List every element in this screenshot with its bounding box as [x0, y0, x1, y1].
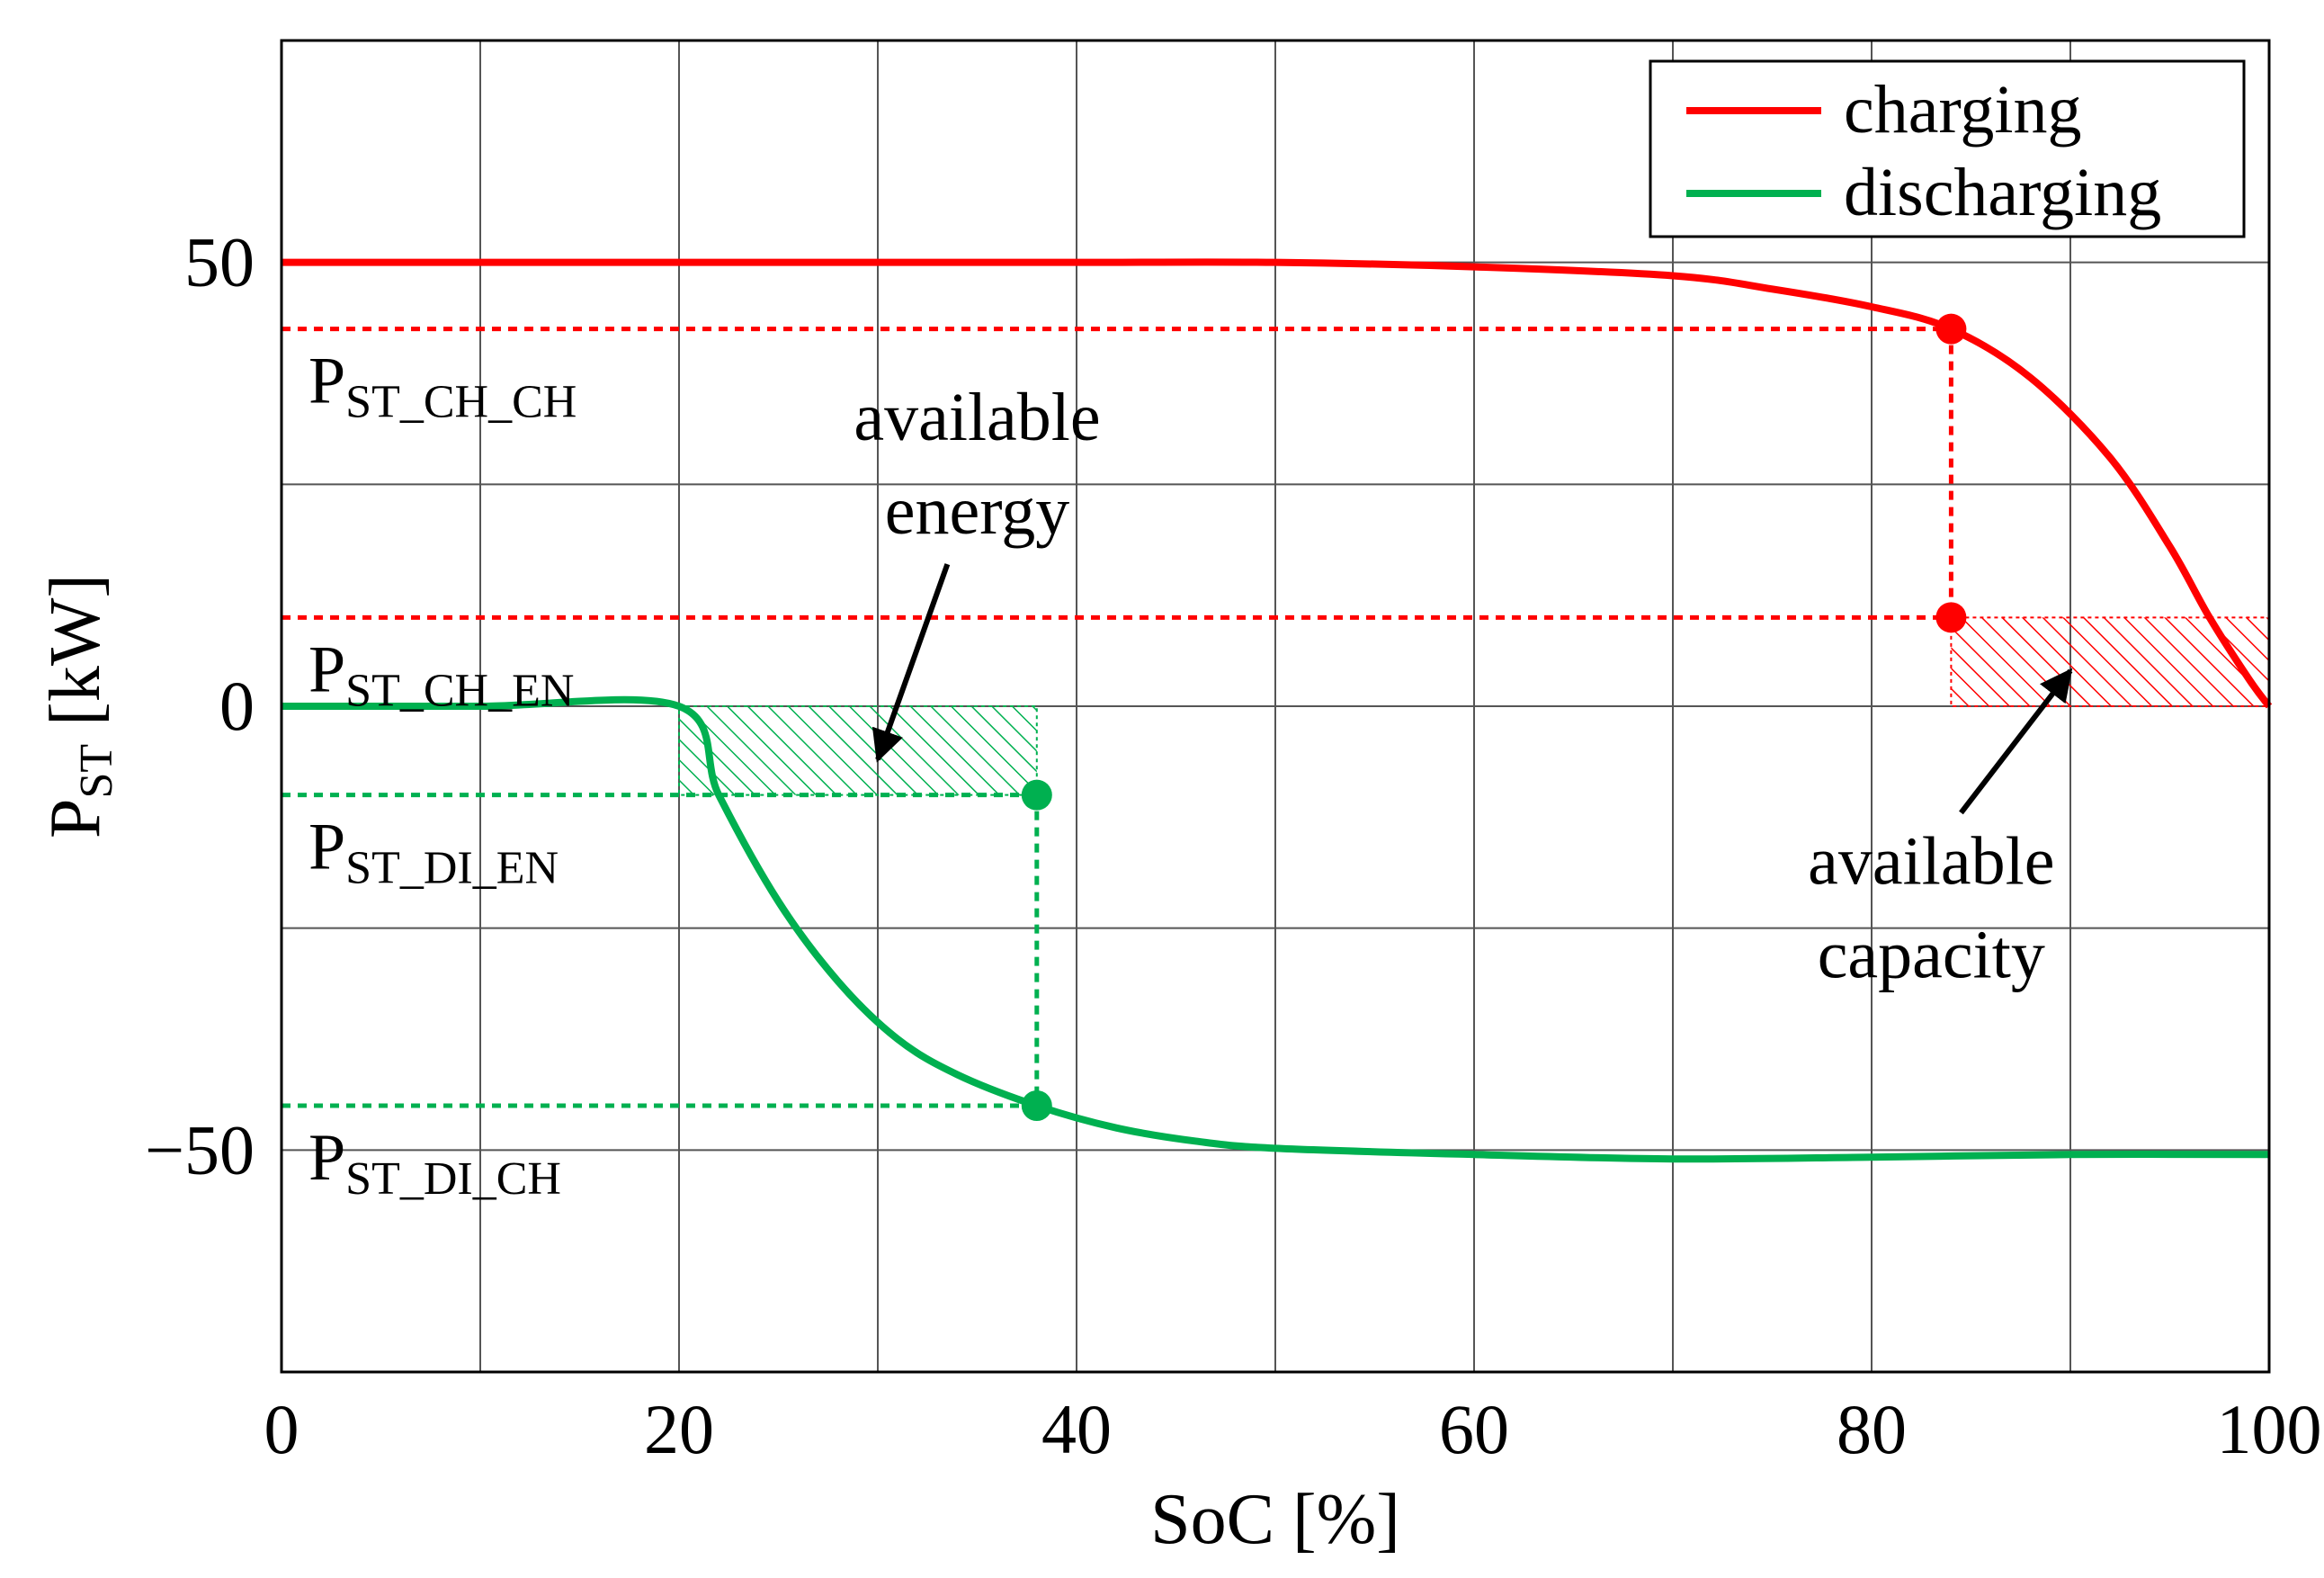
data-marker: [1935, 602, 1967, 633]
legend: charging discharging: [1649, 59, 2246, 238]
available-energy-region: [678, 705, 1038, 796]
reference-label-sub: ST_CH_CH: [345, 377, 577, 428]
y-tick-label: 50: [184, 223, 255, 301]
annotation-text: available energy: [854, 380, 1100, 549]
reference-label: PST_CH_EN: [308, 632, 574, 716]
series-line-charging: [282, 258, 2273, 709]
series-line-discharging: [281, 695, 2270, 1163]
reference-label: PST_DI_CH: [308, 1121, 561, 1205]
annotation-line: available: [1808, 823, 2054, 899]
reference-label-main: P: [308, 811, 345, 884]
y-axis-title-unit: [kW]: [36, 574, 115, 744]
reference-lines: [282, 327, 1953, 1108]
plot-frame: [280, 39, 2271, 1374]
x-tick-label: 40: [1041, 1390, 1112, 1468]
reference-label-sub: ST_CH_EN: [345, 665, 574, 716]
x-tick-label: 100: [2217, 1390, 2322, 1468]
y-tick-label: 0: [219, 667, 255, 745]
markers: [1021, 313, 1967, 1121]
tick-labels: 0 20 40 60 80 100 50 0 −50: [145, 223, 2322, 1468]
data-marker: [1021, 1090, 1052, 1121]
y-axis-title-main: P: [36, 798, 115, 838]
y-tick-label: −50: [145, 1110, 255, 1188]
annotation-text: available capacity: [1808, 823, 2054, 992]
annotations: available energy available capacity: [854, 380, 2073, 992]
reference-label-sub: ST_DI_CH: [345, 1153, 561, 1205]
reference-label-main: P: [308, 1121, 345, 1195]
legend-label-charging: charging: [1844, 72, 2082, 148]
x-tick-label: 0: [264, 1390, 299, 1468]
annotation-line: capacity: [1818, 917, 2045, 992]
annotation-arrow: [872, 563, 951, 763]
data-marker: [1021, 779, 1052, 811]
reference-label-main: P: [308, 345, 345, 418]
x-tick-label: 60: [1439, 1390, 1509, 1468]
reference-label-sub: ST_DI_EN: [345, 843, 559, 894]
x-axis-title: SoC [%]: [1150, 1480, 1400, 1559]
reference-label: PST_CH_CH: [308, 345, 577, 428]
annotation-line: available: [854, 380, 1100, 455]
reference-label-main: P: [308, 632, 345, 706]
annotation-line: energy: [885, 473, 1069, 549]
x-tick-label: 80: [1837, 1390, 1907, 1468]
data-marker: [1935, 313, 1967, 345]
series-lines: [281, 258, 2273, 1163]
x-tick-label: 20: [644, 1390, 714, 1468]
y-axis-title-sub: ST: [71, 744, 122, 799]
reference-label: PST_DI_EN: [308, 811, 559, 894]
y-axis-title: PST [kW]: [36, 574, 122, 838]
legend-box: [1649, 59, 2246, 238]
annotation-arrow: [1959, 668, 2073, 815]
legend-label-discharging: discharging: [1844, 155, 2161, 230]
